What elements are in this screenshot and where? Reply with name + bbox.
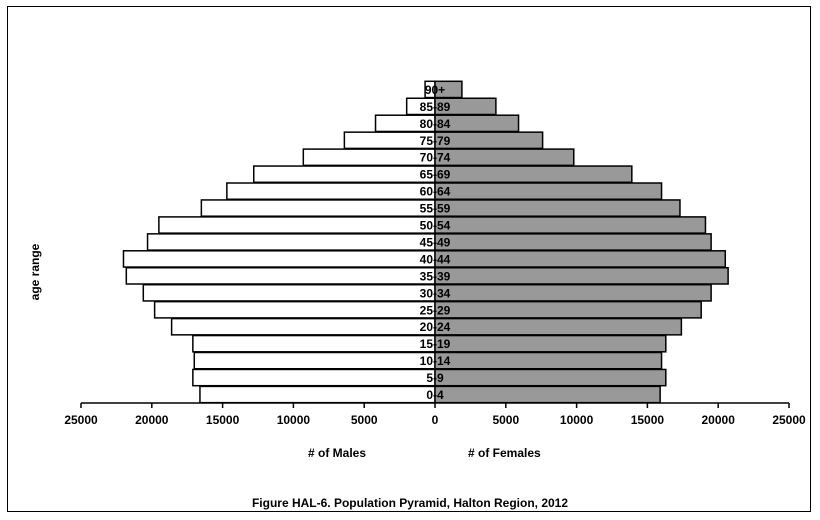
bar-females <box>434 385 661 404</box>
chart-frame: age range # of Males # of Females Figure… <box>7 6 811 512</box>
x-tick-label: 15000 <box>206 413 240 427</box>
bar-females <box>434 283 712 302</box>
x-tick-label: 5000 <box>492 413 519 427</box>
category-label: 40-44 <box>420 252 451 266</box>
bar-males <box>158 216 436 234</box>
bar-males <box>302 148 436 167</box>
bar-males <box>193 351 436 370</box>
pyramid-plot: 25000 20000 15000 10000 5000 0 5000 10000 15000 2… <box>64 80 806 427</box>
category-label: 55-59 <box>420 202 451 216</box>
category-label: 15-19 <box>420 337 451 351</box>
category-label: 75-79 <box>420 134 451 148</box>
bar-males <box>122 250 436 268</box>
category-label: 0-4 <box>426 388 444 402</box>
x-tick-label: 10000 <box>277 413 311 427</box>
bar-males <box>192 334 436 353</box>
category-label: 80-84 <box>420 117 451 131</box>
category-label: 65-69 <box>420 168 451 182</box>
category-label: 25-29 <box>420 303 451 317</box>
bar-females <box>434 250 727 268</box>
category-label: 50-54 <box>420 219 451 233</box>
bar-females <box>434 368 667 387</box>
x-tick-label: 25000 <box>64 413 98 427</box>
bar-females <box>434 182 663 200</box>
bar-males <box>170 317 436 336</box>
category-label: 85-89 <box>420 100 451 114</box>
x-axis-label-females: # of Females <box>468 446 541 460</box>
category-label: 45-49 <box>420 235 451 249</box>
bar-females <box>434 300 702 319</box>
x-tick-label: 15000 <box>631 413 665 427</box>
category-label: 10-14 <box>420 354 451 368</box>
category-label: 5-9 <box>426 371 444 385</box>
chart-caption: Figure HAL-6. Population Pyramid, Halton… <box>251 496 569 510</box>
bar-males <box>199 385 436 404</box>
bar-females <box>434 317 683 336</box>
x-tick-label: 25000 <box>772 413 806 427</box>
bar-females <box>434 80 463 99</box>
x-tick-label: 0 <box>432 413 439 427</box>
bar-females <box>434 216 707 234</box>
category-label: 70-74 <box>420 151 451 165</box>
category-label: 90+ <box>425 83 445 97</box>
bar-males <box>125 267 436 285</box>
bar-males <box>142 283 436 302</box>
bar-males <box>153 300 436 319</box>
bar-males <box>253 165 436 184</box>
bar-females <box>434 233 712 251</box>
bar-females <box>434 267 729 285</box>
x-tick-label: 5000 <box>351 413 378 427</box>
category-label: 60-64 <box>420 185 451 199</box>
category-label: 30-34 <box>420 286 451 300</box>
bar-females <box>434 351 663 370</box>
bar-males <box>226 182 436 200</box>
x-tick-label: 20000 <box>135 413 169 427</box>
bar-females <box>434 334 667 353</box>
bar-females <box>434 148 575 167</box>
bar-males <box>192 368 436 387</box>
category-label: 35-39 <box>420 269 451 283</box>
x-axis-label-males: # of Males <box>308 446 367 460</box>
x-tick-label: 20000 <box>702 413 736 427</box>
bar-females <box>434 131 544 150</box>
x-tick-label: 10000 <box>560 413 594 427</box>
bar-males <box>200 199 436 217</box>
bar-females <box>434 165 633 184</box>
category-label: 20-24 <box>420 320 451 334</box>
bar-males <box>146 233 436 251</box>
bar-females <box>434 97 497 116</box>
bar-females <box>434 199 681 217</box>
